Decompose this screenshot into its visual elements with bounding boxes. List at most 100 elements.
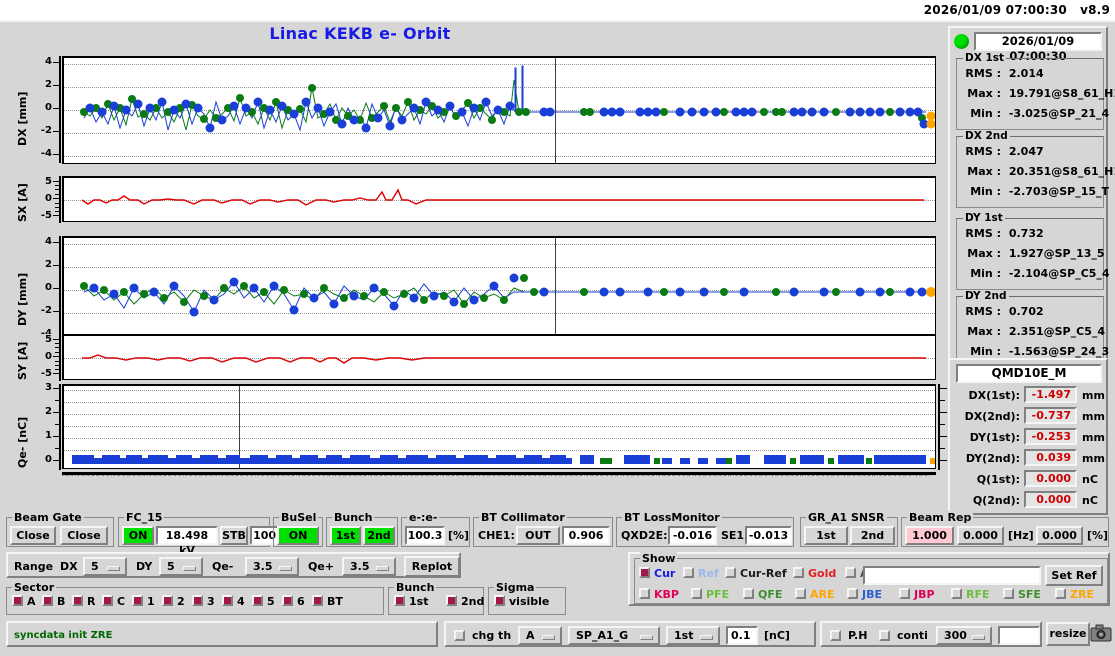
ee-ratio-field[interactable]: 100.3	[405, 526, 445, 545]
bpm-row-value: -1.497	[1024, 386, 1077, 403]
sector-checkbox-a[interactable]	[12, 595, 23, 606]
show-sys-checkbox-kbp[interactable]	[639, 588, 650, 599]
show-sys-checkbox-qfe[interactable]	[743, 588, 754, 599]
show-sys-checkbox-rfe[interactable]	[951, 588, 962, 599]
chart-dx-ytick-2: 2	[45, 79, 52, 90]
bunch-checkbox-2nd[interactable]	[446, 595, 457, 606]
stat-key: Max :	[967, 325, 1001, 338]
sector-checkbox-3[interactable]	[192, 595, 203, 606]
sector-checkbox-c[interactable]	[102, 595, 113, 606]
bpm-select[interactable]: SP_A1_G	[568, 626, 660, 645]
fc15-stb-button[interactable]: STB	[220, 526, 248, 545]
sector-checkbox-1[interactable]	[132, 595, 143, 606]
bunch-label-2nd: 2nd	[461, 595, 485, 608]
show-cur-label-ref: Ref	[698, 567, 719, 580]
show-sys-checkbox-pfe[interactable]	[691, 588, 702, 599]
sector-checkbox-6[interactable]	[282, 595, 293, 606]
bunch-top-2nd-button[interactable]: 2nd	[363, 526, 395, 545]
range-qep-select[interactable]: 3.5	[342, 557, 396, 576]
show-cur-checkbox-cur-ref[interactable]	[725, 567, 736, 578]
beam-gate-close-1-button[interactable]: Close	[10, 526, 56, 545]
sigma-checkbox-visible[interactable]	[494, 595, 505, 606]
chart-sx-ytick-m5: -5	[40, 210, 52, 221]
sector-checkbox-4[interactable]	[222, 595, 233, 606]
sector-checkbox-5[interactable]	[252, 595, 263, 606]
sector-checkbox-r[interactable]	[72, 595, 83, 606]
stat-group-dx-1st-title: DX 1st	[963, 52, 1007, 64]
show-cur-checkbox-ave10[interactable]	[845, 567, 856, 578]
stat-group-dy-2nd-title: DY 2nd	[963, 290, 1009, 302]
show-sys-checkbox-sfe[interactable]	[1003, 588, 1014, 599]
beam-rep-value-2[interactable]: 0.000	[957, 526, 1004, 545]
show-sys-checkbox-jbe[interactable]	[847, 588, 858, 599]
range-qem-select[interactable]: 3.5	[245, 557, 299, 576]
ref-text-field[interactable]	[863, 566, 1041, 585]
bpm-readout-panel: QMD10E_M DX(1st): -1.497 mm DX(2nd): -0.…	[948, 358, 1108, 515]
replot-button[interactable]: Replot	[404, 556, 460, 577]
show-sys-checkbox-zre[interactable]	[1055, 588, 1066, 599]
show-cur-checkbox-gold[interactable]	[793, 567, 804, 578]
bpm-row-label: DY(2nd):	[965, 452, 1020, 465]
fc15-on-button[interactable]: ON	[122, 526, 154, 545]
stat-key: RMS :	[965, 67, 1001, 80]
range-dy-select[interactable]: 5	[159, 557, 203, 576]
beam-rep-value-1[interactable]: 1.000	[905, 526, 954, 545]
chart-sy: SY [A] 5 0 -5	[4, 334, 936, 382]
footer-right-group: P.H conti 300	[820, 621, 1042, 647]
bpm-name: QMD10E_M	[956, 364, 1102, 383]
conti-text-field[interactable]	[998, 626, 1040, 645]
chart-dx-plot	[62, 56, 936, 164]
show-sys-label-jbp: JBP	[914, 588, 935, 601]
chart-dx-ytick-m4: -4	[40, 148, 52, 159]
camera-icon[interactable]	[1090, 622, 1112, 642]
chart-qe-ytick-2: 2	[45, 406, 52, 417]
ph-checkbox[interactable]	[830, 630, 841, 641]
bt-lossmonitor-v1-field[interactable]: -0.016	[668, 526, 717, 545]
stat-value: 2.014	[1008, 67, 1044, 80]
gr-a1-snsr-2nd-button[interactable]: 2nd	[850, 526, 895, 545]
threshold-field[interactable]: 0.1	[726, 626, 758, 645]
bpm-row-value: 0.039	[1024, 449, 1077, 466]
show-cur-label-cur: Cur	[654, 567, 676, 580]
bpm-row-value: -0.737	[1024, 407, 1077, 424]
sector-checkbox-bt[interactable]	[312, 595, 323, 606]
show-cur-checkbox-cur[interactable]	[639, 567, 650, 578]
stat-key: Min :	[970, 267, 1001, 280]
chg-th-checkbox[interactable]	[454, 630, 465, 641]
range-qep-label: Qe+	[308, 560, 335, 573]
set-ref-button[interactable]: Set Ref	[1045, 565, 1103, 586]
bt-collimator-value-field[interactable]: 0.906	[562, 526, 610, 545]
show-sys-checkbox-jbp[interactable]	[899, 588, 910, 599]
bt-lossmonitor-v2-field[interactable]: -0.013	[745, 526, 792, 545]
range-dx-select[interactable]: 5	[83, 557, 127, 576]
sector-checkbox-2[interactable]	[162, 595, 173, 606]
plot-area: Linac KEKB e- Orbit DX [mm] 4 2 0 -2 -4	[4, 24, 975, 516]
chevron-down-icon	[376, 566, 389, 571]
bt-lossmonitor-k1: QXD2E:	[621, 529, 668, 542]
resize-button[interactable]: resize	[1046, 622, 1090, 646]
top-timestamp-value: 2026/01/09 07:00:30	[923, 3, 1067, 17]
conti-select[interactable]: 300	[936, 626, 992, 645]
beam-gate-group: Beam Gate Close Close	[6, 511, 114, 547]
chg-th-a-select[interactable]: A	[518, 626, 562, 645]
bt-collimator-state-button[interactable]: OUT	[516, 526, 560, 545]
bunch-checkbox-1st[interactable]	[394, 595, 405, 606]
show-sys-checkbox-are[interactable]	[795, 588, 806, 599]
busel-on-button[interactable]: ON	[277, 526, 319, 545]
gr-a1-snsr-1st-button[interactable]: 1st	[804, 526, 848, 545]
bunch-top-1st-button[interactable]: 1st	[330, 526, 361, 545]
beam-rep-value-3[interactable]: 0.000	[1036, 526, 1083, 545]
conti-checkbox[interactable]	[879, 630, 890, 641]
beam-rep-legend: Beam Rep	[907, 511, 974, 524]
page-title: Linac KEKB e- Orbit	[4, 24, 936, 43]
beam-gate-close-2-button[interactable]: Close	[60, 526, 108, 545]
bunch-select[interactable]: 1st	[666, 626, 720, 645]
fc15-voltage-field[interactable]: 18.498 kV	[156, 526, 218, 557]
show-cur-checkbox-ref[interactable]	[683, 567, 694, 578]
stat-group-dx-1st: DX 1st RMS : 2.014 Max : 19.791@S8_61_H1…	[956, 52, 1115, 130]
ee-ratio-unit: [%]	[448, 529, 470, 542]
sector-checkbox-b[interactable]	[42, 595, 53, 606]
show-sys-label-qfe: QFE	[758, 588, 783, 601]
